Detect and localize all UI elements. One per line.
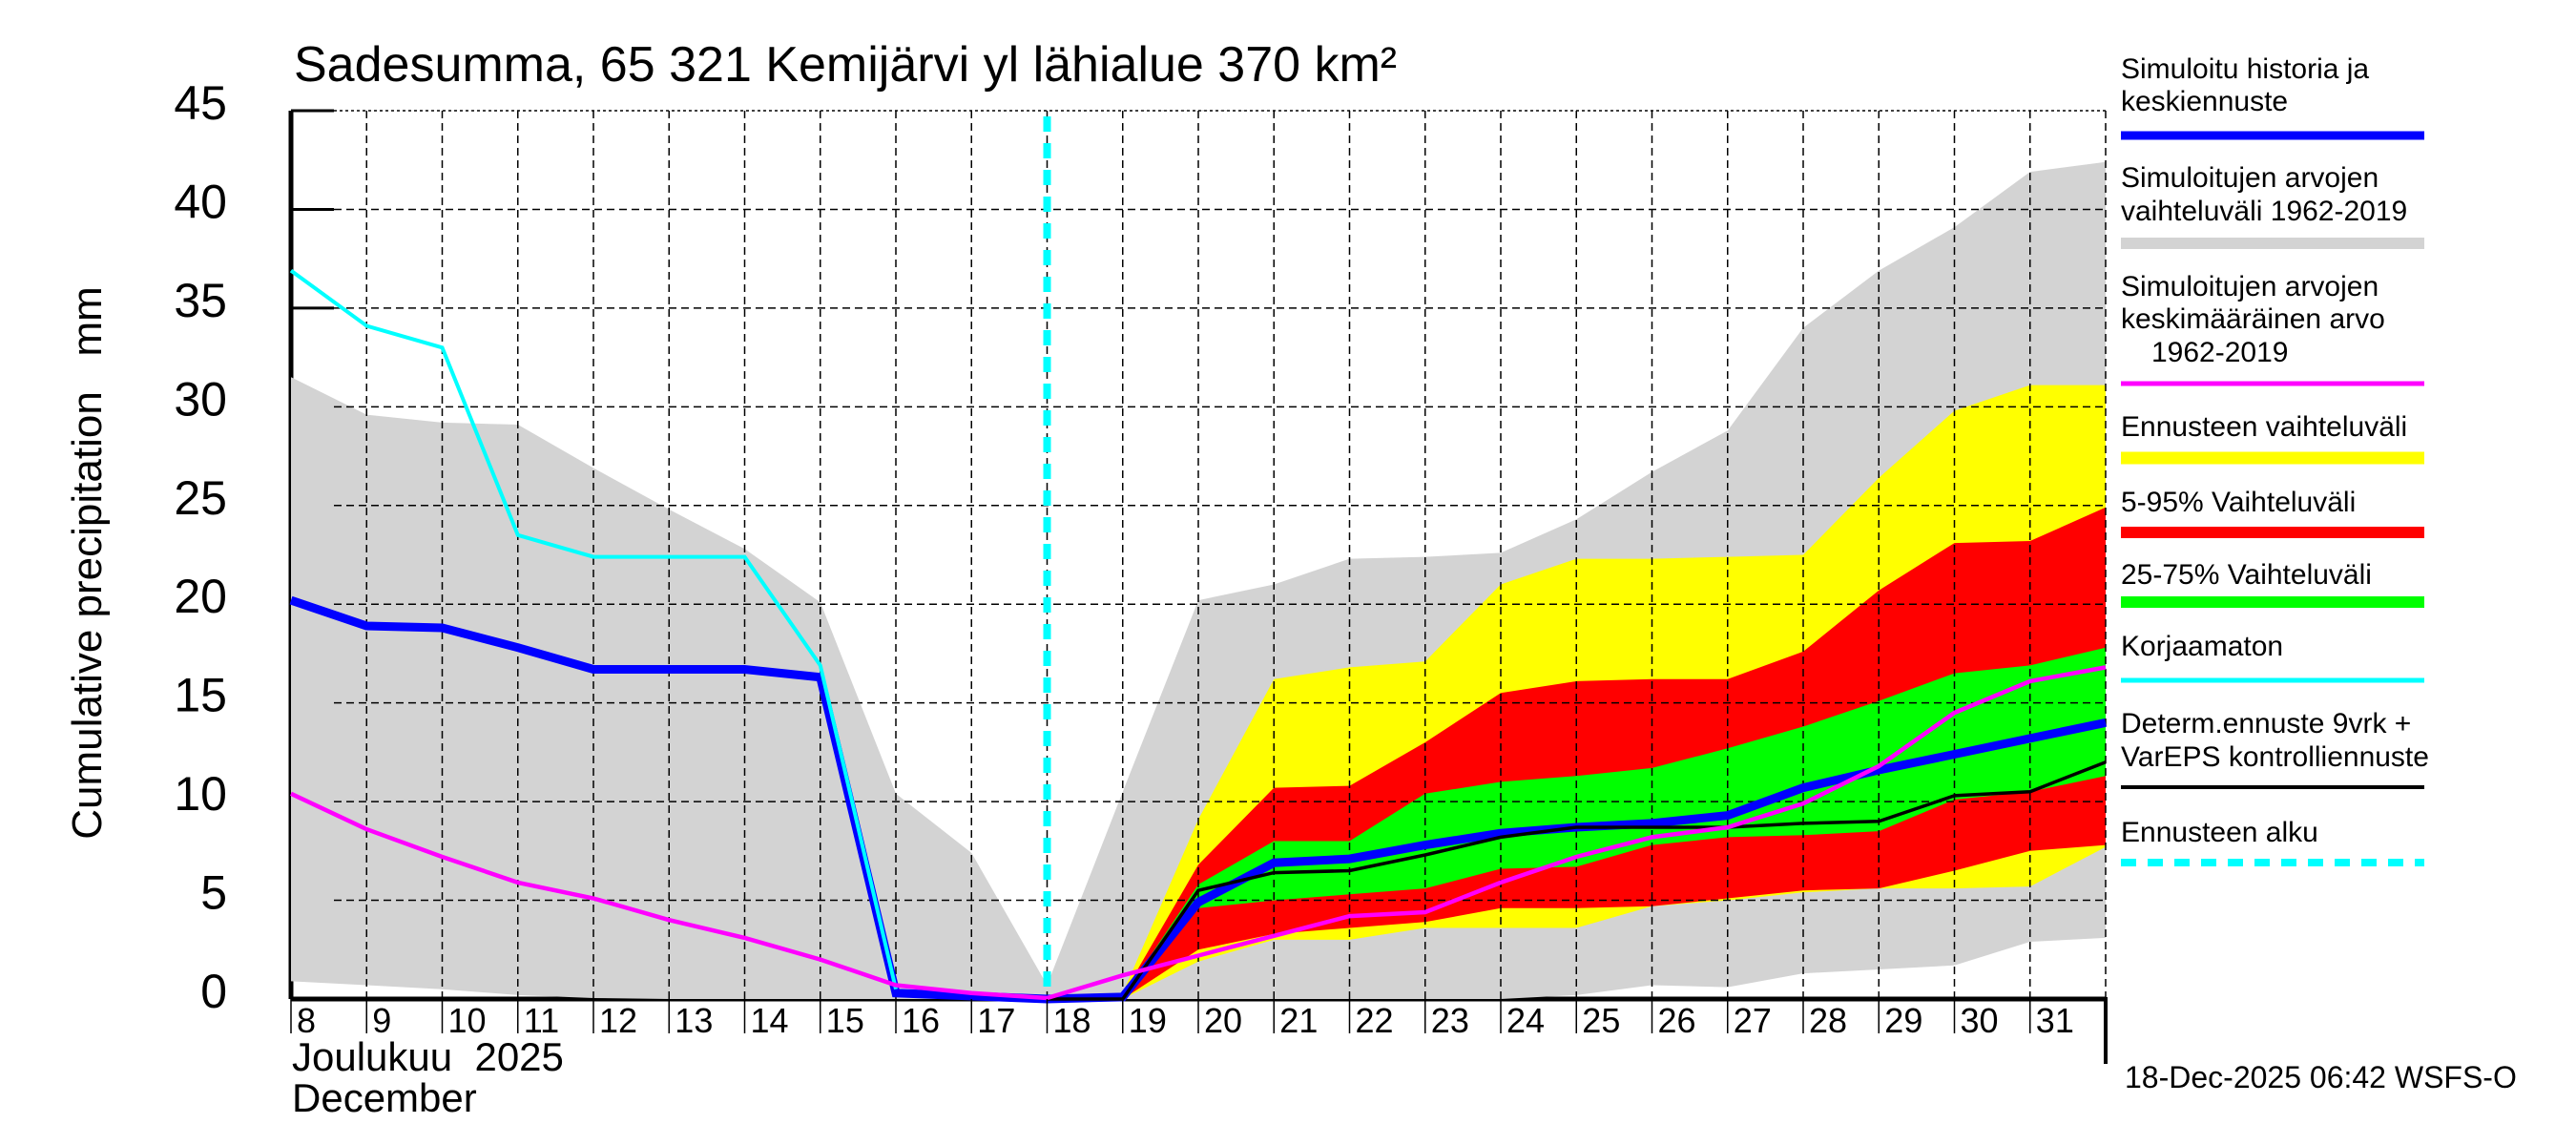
y-tick-label: 30 bbox=[174, 372, 227, 426]
y-tick-label: 35 bbox=[174, 274, 227, 327]
y-tick-label: 15 bbox=[174, 669, 227, 722]
line-uncorrected bbox=[289, 268, 898, 990]
x-tick-label: 21 bbox=[1279, 1001, 1318, 1040]
x-axis-month-label-en: December bbox=[292, 1075, 477, 1120]
series-lines bbox=[289, 268, 2107, 1004]
axis-ticks bbox=[290, 997, 2108, 1064]
x-tick-label: 12 bbox=[599, 1001, 637, 1040]
y-tick-label: 10 bbox=[174, 767, 227, 821]
legend-label: Simuloitu historia ja bbox=[2121, 53, 2369, 85]
y-tick-label: 25 bbox=[174, 471, 227, 525]
legend-label: 5-95% Vaihteluväli bbox=[2121, 487, 2356, 518]
x-tick-label: 26 bbox=[1658, 1001, 1696, 1040]
x-tick-label: 17 bbox=[977, 1001, 1015, 1040]
x-tick-label: 19 bbox=[1129, 1001, 1167, 1040]
y-tick-label: 40 bbox=[174, 175, 227, 228]
legend-label: Determ.ennuste 9vrk + bbox=[2121, 708, 2411, 739]
x-tick-label: 30 bbox=[1961, 1001, 1999, 1040]
x-tick-label: 23 bbox=[1431, 1001, 1469, 1040]
y-tick-label: 20 bbox=[174, 570, 227, 623]
legend-item: Ennusteen alku bbox=[2121, 817, 2424, 866]
y-axis-label: Cumulative precipitation mm bbox=[64, 286, 111, 840]
line-simulated-history-median-forecast bbox=[289, 595, 2107, 1004]
x-tick-label: 18 bbox=[1053, 1001, 1091, 1040]
legend-item: 5-95% Vaihteluväli bbox=[2121, 487, 2424, 538]
legend-label: Ennusteen alku bbox=[2121, 817, 2318, 848]
legend-label: keskimääräinen arvo bbox=[2121, 303, 2385, 335]
x-tick-label: 27 bbox=[1734, 1001, 1772, 1040]
x-tick-label: 24 bbox=[1506, 1001, 1545, 1040]
x-tick-label: 10 bbox=[448, 1001, 487, 1040]
x-tick-label: 11 bbox=[524, 1001, 559, 1040]
x-tick-label: 31 bbox=[2036, 1001, 2074, 1040]
line-deterministic-control-forecast bbox=[1047, 760, 2107, 1001]
x-tick-label: 8 bbox=[297, 1001, 316, 1040]
legend-label: 1962-2019 bbox=[2151, 337, 2288, 368]
legend-label: Korjaamaton bbox=[2121, 631, 2283, 662]
legend-label: Simuloitujen arvojen bbox=[2121, 271, 2379, 302]
legend-label: vaihteluväli 1962-2019 bbox=[2121, 196, 2407, 227]
y-tick-label: 0 bbox=[200, 965, 227, 1018]
x-tick-label: 16 bbox=[902, 1001, 940, 1040]
legend-label: Ennusteen vaihteluväli bbox=[2121, 411, 2407, 443]
x-tick-label: 22 bbox=[1356, 1001, 1394, 1040]
chart-title: Sadesumma, 65 321 Kemijärvi yl lähialue … bbox=[294, 37, 1397, 93]
x-axis-month-label-fi: Joulukuu 2025 bbox=[292, 1034, 564, 1079]
timestamp: 18-Dec-2025 06:42 WSFS-O bbox=[2125, 1060, 2517, 1094]
bands bbox=[291, 161, 2106, 1000]
legend-label: keskiennuste bbox=[2121, 86, 2288, 117]
legend-label: VarEPS kontrolliennuste bbox=[2121, 741, 2429, 773]
legend: Simuloitu historia jakeskiennusteSimuloi… bbox=[2121, 53, 2429, 866]
y-tick-label: 45 bbox=[174, 76, 227, 130]
x-tick-label: 29 bbox=[1884, 1001, 1922, 1040]
x-tick-label: 13 bbox=[675, 1001, 713, 1040]
x-tick-label: 9 bbox=[372, 1001, 391, 1040]
x-tick-label: 20 bbox=[1204, 1001, 1242, 1040]
line-simulated-mean-1962-2019 bbox=[290, 665, 2107, 1001]
y-tick-label: 5 bbox=[200, 866, 227, 920]
legend-label: Simuloitujen arvojen bbox=[2121, 162, 2379, 194]
x-tick-label: 25 bbox=[1582, 1001, 1620, 1040]
legend-label: 25-75% Vaihteluväli bbox=[2121, 559, 2372, 591]
legend-item: Korjaamaton bbox=[2121, 631, 2424, 683]
x-tick-labels: 8 9 10 11 12 13 14 15 16 17 18 19 20 21 22 23 24 25 26 27 28… bbox=[297, 1001, 2074, 1040]
legend-item: 25-75% Vaihteluväli bbox=[2121, 559, 2424, 608]
legend-item: Determ.ennuste 9vrk +VarEPS kontrollienn… bbox=[2121, 708, 2429, 789]
x-tick-label: 15 bbox=[826, 1001, 864, 1040]
x-tick-label: 14 bbox=[751, 1001, 789, 1040]
x-tick-label: 28 bbox=[1809, 1001, 1847, 1040]
legend-item: Ennusteen vaihteluväli bbox=[2121, 411, 2424, 465]
y-tick-labels: 0 5 10 15 20 25 30 35 40 45 bbox=[174, 76, 227, 1018]
